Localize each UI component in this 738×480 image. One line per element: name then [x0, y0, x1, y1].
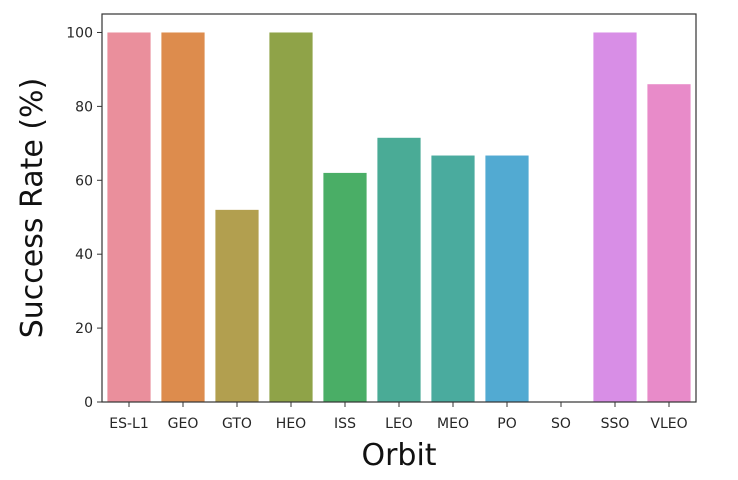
x-tick-label: GEO: [168, 416, 199, 432]
bar-vleo: [647, 84, 691, 403]
bar-gto: [215, 209, 259, 402]
x-tick-label: GTO: [222, 416, 252, 432]
x-axis-label: Orbit: [361, 438, 436, 473]
y-axis-label: Success Rate (%): [15, 78, 50, 339]
y-tick-label: 100: [66, 25, 93, 41]
bar-es-l1: [107, 32, 151, 402]
x-tick-label: LEO: [385, 416, 413, 432]
y-tick-label: 40: [75, 247, 93, 263]
bar-po: [485, 155, 529, 402]
y-tick-label: 0: [84, 395, 93, 411]
y-tick-label: 80: [75, 99, 93, 115]
x-tick-label: MEO: [437, 416, 469, 432]
y-tick-label: 20: [75, 321, 93, 337]
x-axis-ticks: ES-L1 GEO GTO HEO ISS LEO MEO PO SO SSO VLEO: [109, 402, 688, 432]
y-axis-ticks: 0 20 40 60 80 100: [66, 25, 102, 411]
bar-sso: [593, 32, 637, 402]
x-tick-label: PO: [497, 416, 516, 432]
bar-geo: [161, 32, 205, 402]
plot-frame: [101, 13, 697, 403]
x-tick-label: HEO: [276, 416, 306, 432]
bars-group: [107, 32, 691, 403]
x-tick-label: ISS: [334, 416, 356, 432]
bar-heo: [269, 32, 313, 402]
x-tick-label: SSO: [601, 416, 630, 432]
bar-meo: [431, 155, 475, 402]
x-tick-label: ES-L1: [109, 416, 149, 432]
y-tick-label: 60: [75, 173, 93, 189]
bar-leo: [377, 137, 421, 403]
bar-iss: [323, 172, 367, 402]
x-tick-label: SO: [551, 416, 571, 432]
x-tick-label: VLEO: [650, 416, 687, 432]
